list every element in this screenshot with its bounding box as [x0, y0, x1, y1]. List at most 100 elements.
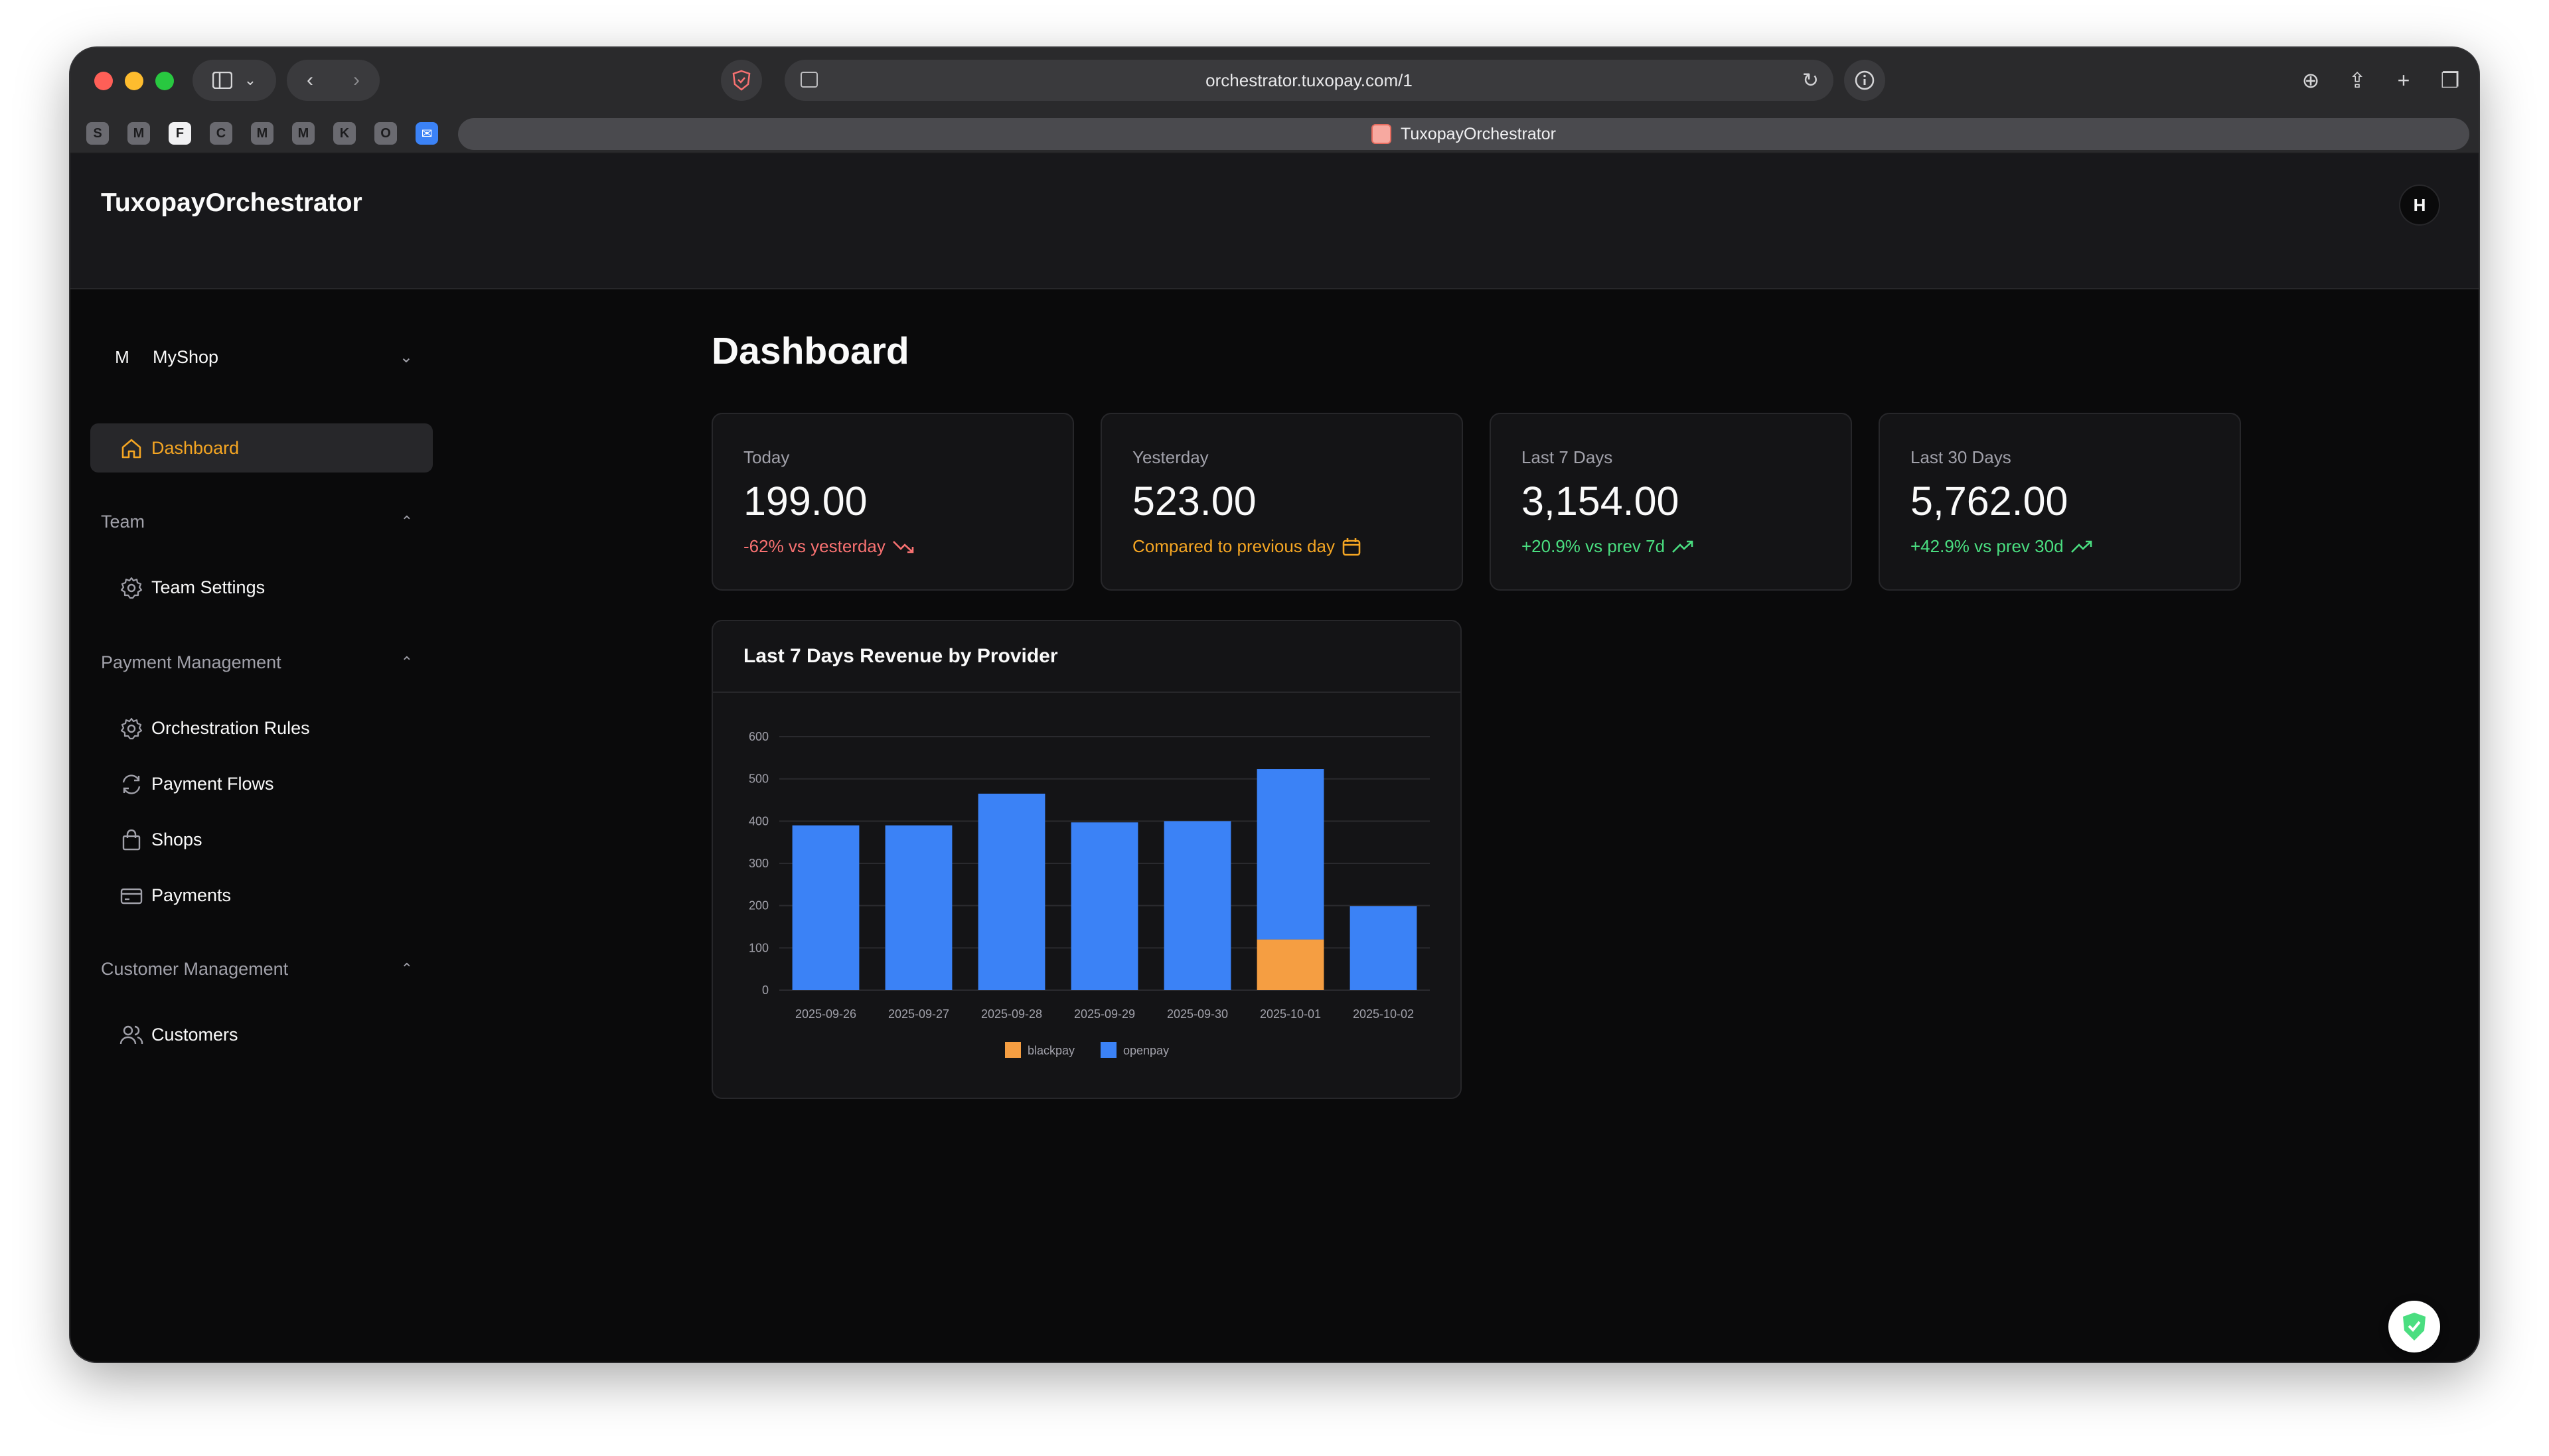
bar-openpay — [1257, 769, 1324, 940]
sidebar-item-label: Payments — [151, 885, 232, 905]
bar-blackpay — [1257, 939, 1324, 990]
stat-label: Today — [743, 447, 790, 467]
chart-title: Last 7 Days Revenue by Provider — [743, 645, 1058, 667]
stat-label: Last 7 Days — [1521, 447, 1613, 467]
users-icon — [119, 1025, 143, 1045]
sidebar-toggle-button[interactable]: ⌄ — [193, 60, 276, 101]
favorite-k[interactable]: K — [333, 122, 356, 145]
zoom-window-button[interactable] — [155, 72, 174, 90]
group-team-label: Team — [101, 511, 145, 532]
stat-trend-text: +42.9% vs prev 30d — [1910, 536, 2064, 556]
brand-logo[interactable]: TuxopayOrchestrator — [101, 188, 362, 217]
back-icon[interactable]: ‹ — [307, 69, 313, 91]
sidebar-item-orchestration-rules[interactable]: Orchestration Rules — [90, 703, 433, 753]
sidebar-item-shops[interactable]: Shops — [90, 815, 433, 864]
sidebar-item-customers[interactable]: Customers — [90, 1010, 433, 1059]
refresh-icon — [122, 774, 141, 794]
favorite-o[interactable]: O — [374, 122, 397, 145]
sidebar-item-payment-flows[interactable]: Payment Flows — [90, 759, 433, 808]
y-tick-label: 400 — [749, 814, 769, 828]
brave-shield-button[interactable] — [721, 60, 762, 101]
shop-name: MyShop — [153, 346, 219, 367]
forward-icon[interactable]: › — [353, 69, 360, 91]
page-title: Dashboard — [712, 330, 909, 372]
chevron-up-icon: ⌃ — [400, 513, 413, 530]
chevron-up-icon: ⌃ — [400, 960, 413, 977]
security-shield-button[interactable] — [2388, 1301, 2440, 1352]
chevron-up-icon: ⌃ — [400, 654, 413, 670]
info-button[interactable] — [1844, 60, 1885, 101]
sidebar-icon — [212, 72, 232, 89]
group-payment-management[interactable]: Payment Management ⌃ — [101, 649, 422, 676]
new-tab-icon[interactable]: + — [2397, 68, 2410, 92]
x-tick-label: 2025-09-27 — [888, 1007, 949, 1021]
gear-icon — [120, 577, 143, 599]
active-tab[interactable]: TuxopayOrchestrator — [458, 118, 2469, 150]
reload-icon[interactable]: ↻ — [1802, 70, 1819, 92]
minimize-window-button[interactable] — [125, 72, 143, 90]
home-icon — [121, 439, 141, 459]
y-tick-label: 200 — [749, 899, 769, 912]
sidebar-item-label: Payment Flows — [151, 773, 274, 794]
url-text: orchestrator.tuxopay.com/1 — [1205, 70, 1413, 90]
stat-card-last-30-days: Last 30 Days 5,762.00 +42.9% vs prev 30d — [1879, 413, 2241, 591]
favorite-c[interactable]: C — [210, 122, 232, 145]
group-team[interactable]: Team ⌃ — [101, 508, 422, 535]
stat-trend: Compared to previous day — [1132, 536, 1361, 557]
sidebar-item-label: Customers — [151, 1024, 238, 1045]
sidebar-item-dashboard[interactable]: Dashboard — [90, 423, 433, 473]
shop-switcher[interactable]: M MyShop ⌄ — [108, 333, 422, 381]
y-tick-label: 600 — [749, 730, 769, 743]
stat-value: 3,154.00 — [1521, 478, 1679, 524]
chevron-down-icon: ⌄ — [399, 348, 413, 366]
close-window-button[interactable] — [94, 72, 113, 90]
chart-divider — [713, 692, 1460, 693]
revenue-bar-chart: 0 100 200 300 400 500 600 2025-09-26 2025-09-27 2… — [749, 730, 1430, 1058]
shield-icon — [732, 70, 751, 91]
sidebar-item-label: Orchestration Rules — [151, 717, 310, 738]
sidebar-item-payments[interactable]: Payments — [90, 871, 433, 920]
sidebar-item-label: Shops — [151, 829, 202, 849]
group-payment-label: Payment Management — [101, 652, 281, 672]
download-icon[interactable]: ⊕ — [2301, 68, 2320, 92]
favorite-f[interactable]: F — [169, 122, 191, 145]
share-icon[interactable]: ⇪ — [2348, 68, 2366, 92]
x-tick-label: 2025-09-30 — [1167, 1007, 1228, 1021]
favorite-m2[interactable]: M — [251, 122, 273, 145]
sidebar-item-label: Team Settings — [151, 577, 266, 597]
tab-overview-icon[interactable]: ❐ — [2440, 68, 2460, 92]
stat-value: 5,762.00 — [1910, 478, 2068, 524]
stat-label: Yesterday — [1132, 447, 1209, 467]
main-content: Dashboard Today 199.00 -62% vs yesterday… — [712, 289, 2479, 1362]
stat-trend-text: +20.9% vs prev 7d — [1521, 536, 1665, 556]
sidebar-item-team-settings[interactable]: Team Settings — [90, 563, 433, 612]
user-avatar[interactable]: H — [2399, 184, 2440, 226]
tab-favicon-icon — [1371, 124, 1392, 144]
shield-check-icon — [2403, 1313, 2426, 1341]
bar-openpay — [978, 793, 1045, 990]
stat-label: Last 30 Days — [1910, 447, 2011, 467]
favorite-mail-icon[interactable]: ✉ — [416, 122, 438, 145]
legend-label-openpay: openpay — [1123, 1044, 1169, 1057]
x-tick-label: 2025-09-29 — [1074, 1007, 1135, 1021]
favorite-s[interactable]: S — [86, 122, 109, 145]
browser-toolbar: ⌄ ‹ › orchestrator.tuxopay.com/1 ↻ ⊕ ⇪ +… — [70, 48, 2479, 113]
group-customer-management[interactable]: Customer Management ⌃ — [101, 956, 422, 982]
y-tick-label: 300 — [749, 857, 769, 870]
sidebar-item-label: Dashboard — [151, 437, 240, 458]
stat-card-last-7-days: Last 7 Days 3,154.00 +20.9% vs prev 7d — [1490, 413, 1852, 591]
group-customer-label: Customer Management — [101, 958, 289, 979]
sidebar: M MyShop ⌄ Dashboard Team ⌃ Team Setting… — [70, 289, 442, 1362]
stat-trend: -62% vs yesterday — [743, 536, 915, 557]
stat-value: 523.00 — [1132, 478, 1257, 524]
bar-openpay — [792, 825, 860, 990]
favorite-m3[interactable]: M — [292, 122, 315, 145]
shop-initial: M — [115, 346, 129, 367]
address-bar[interactable]: orchestrator.tuxopay.com/1 ↻ — [785, 60, 1833, 101]
bar-openpay — [1164, 821, 1231, 990]
x-tick-label: 2025-10-02 — [1353, 1007, 1414, 1021]
y-tick-label: 0 — [762, 983, 769, 997]
x-tick-label: 2025-10-01 — [1260, 1007, 1321, 1021]
site-settings-icon[interactable] — [801, 72, 818, 88]
favorite-m[interactable]: M — [127, 122, 150, 145]
